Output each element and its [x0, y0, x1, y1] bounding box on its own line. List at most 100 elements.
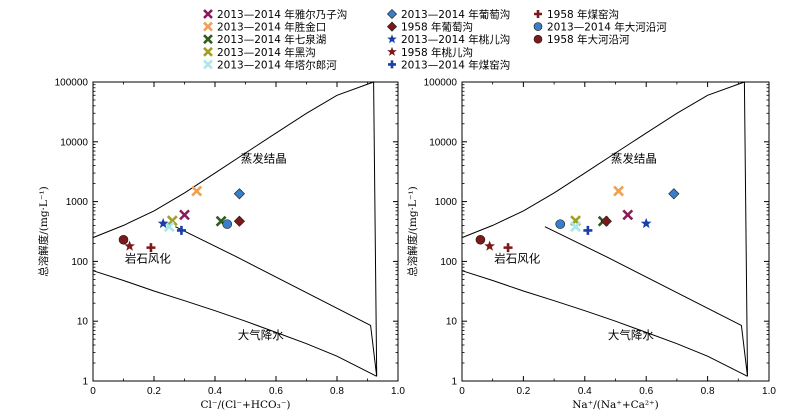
y-tick-label: 1000 — [66, 197, 89, 208]
legend-marker-icon — [203, 9, 213, 19]
x-tick-label: 0.6 — [639, 386, 653, 397]
legend-marker-icon — [533, 34, 543, 44]
x-tick-label: 0.2 — [147, 386, 161, 397]
legend-item: 2013—2014 年桃儿沟 — [387, 33, 510, 46]
legend-label: 1958 年大河沿河 — [547, 33, 630, 46]
data-point — [600, 215, 612, 227]
data-point — [570, 221, 582, 233]
gibbs-lower-boundary — [92, 270, 377, 377]
legend-label: 2013—2014 年胜金口 — [217, 21, 326, 34]
y-tick-label: 100 — [71, 257, 88, 268]
x-tick-label: 0.6 — [269, 386, 283, 397]
data-point — [233, 215, 245, 227]
x-tick-label: 0 — [90, 386, 96, 397]
region-label: 岩石风化 — [125, 252, 171, 266]
legend-label: 2013—2014 年塔尔郎河 — [217, 58, 337, 71]
data-point — [484, 240, 495, 251]
legend-marker-icon — [388, 60, 396, 69]
legend-item: 1958 年桃儿沟 — [387, 46, 473, 59]
gibbs-boundary-outline — [92, 81, 378, 377]
legend-item: 2013—2014 年胜金口 — [203, 21, 326, 34]
y-tick-label: 1 — [451, 377, 457, 388]
x-tick-label: 1.0 — [391, 386, 405, 397]
legend-marker-icon — [387, 34, 397, 44]
legend-label: 2013—2014 年煤窑沟 — [401, 58, 510, 71]
legend-item: 2013—2014 年大河沿河 — [533, 21, 667, 34]
y-axis-label: 总溶解度/(mg·L⁻¹) — [406, 186, 419, 276]
gibbs-lower-boundary — [461, 270, 748, 377]
x-tick-label: 0.4 — [578, 386, 592, 397]
data-point — [613, 185, 624, 197]
legend-label: 1958 年葡萄沟 — [401, 21, 473, 34]
legend-item: 2013—2014 年塔尔郎河 — [203, 58, 337, 71]
data-point — [640, 217, 652, 229]
y-axis-label: 总溶解度/(mg·L⁻¹) — [37, 186, 50, 276]
x-tick-label: 0 — [459, 386, 465, 397]
region-label: 蒸发结晶 — [241, 152, 287, 166]
chart-panel-right: 1 10 100 1000 10000 100000 0 0.2 0.4 0.6 0.8 1.0 蒸发结… — [406, 78, 776, 412]
y-tick-label: 100000 — [55, 78, 89, 89]
region-label: 大气降水 — [608, 328, 654, 342]
legend-label: 2013—2014 年雅尔乃子沟 — [217, 8, 347, 21]
legend-label: 2013—2014 年黑沟 — [217, 46, 316, 59]
data-point — [622, 209, 634, 221]
data-point — [222, 219, 232, 229]
y-tick-label: 10000 — [429, 137, 457, 148]
data-point — [176, 225, 186, 235]
legend-label: 2013—2014 年七泉湖 — [217, 33, 326, 46]
data-point — [179, 209, 190, 221]
legend-marker-icon — [533, 22, 543, 31]
legend-label: 1958 年桃儿沟 — [401, 46, 473, 59]
data-point — [191, 185, 203, 197]
legend-item: 2013—2014 年七泉湖 — [203, 33, 326, 46]
region-label: 岩石风化 — [494, 252, 540, 266]
y-tick-label: 100000 — [424, 78, 458, 89]
gibbs-boundary-outline — [461, 81, 748, 377]
legend-label: 2013—2014 年桃儿沟 — [401, 33, 510, 46]
region-label: 蒸发结晶 — [611, 152, 657, 166]
legend-marker-icon — [203, 34, 213, 45]
x-axis-label: Na⁺/(Na⁺+Ca²⁺) — [572, 399, 659, 411]
x-tick-label: 0.4 — [208, 386, 222, 397]
legend-item: 1958 年大河沿河 — [533, 33, 630, 46]
x-tick-label: 1.0 — [762, 386, 776, 397]
legend-label: 2013—2014 年大河沿河 — [547, 21, 667, 34]
data-point — [166, 215, 178, 227]
legend-marker-icon — [387, 46, 397, 56]
data-point — [118, 234, 129, 245]
y-tick-label: 10 — [446, 317, 458, 328]
data-point — [157, 217, 169, 229]
data-point — [233, 188, 245, 200]
data-point — [163, 221, 175, 233]
y-tick-label: 1 — [82, 377, 88, 388]
legend-item: 2013—2014 年雅尔乃子沟 — [203, 8, 347, 21]
x-axis-label: Cl⁻/(Cl⁻+HCO₃⁻) — [201, 399, 291, 411]
y-tick-label: 100 — [440, 257, 457, 268]
x-tick-label: 0.8 — [330, 386, 344, 397]
legend-marker-icon — [386, 21, 398, 32]
x-tick-label: 0.2 — [516, 386, 530, 397]
legend-marker-icon — [203, 21, 213, 32]
legend-marker-icon — [203, 59, 213, 70]
y-tick-label: 1000 — [435, 197, 458, 208]
legend-item: 1958 年葡萄沟 — [386, 21, 473, 34]
legend-marker-icon — [203, 46, 213, 57]
legend-label: 2013—2014 年葡萄沟 — [401, 8, 510, 21]
data-point — [124, 240, 135, 251]
legend-marker-icon — [386, 8, 398, 20]
legend-item: 2013—2014 年煤窑沟 — [388, 58, 510, 71]
y-tick-label: 10 — [77, 317, 89, 328]
data-point — [475, 234, 486, 245]
data-point — [503, 243, 513, 253]
y-tick-label: 10000 — [60, 137, 88, 148]
x-tick-label: 0.8 — [701, 386, 715, 397]
data-point — [668, 188, 680, 200]
legend-item: 1958 年煤窑沟 — [534, 8, 619, 21]
region-label: 大气降水 — [238, 328, 284, 342]
chart-panel-left: 1 10 100 1000 10000 100000 0 0.2 0.4 0.6 0.8 1.0 蒸发结… — [37, 78, 405, 412]
data-point — [146, 243, 156, 253]
data-point — [555, 219, 566, 229]
legend-item: 2013—2014 年黑沟 — [203, 46, 316, 59]
